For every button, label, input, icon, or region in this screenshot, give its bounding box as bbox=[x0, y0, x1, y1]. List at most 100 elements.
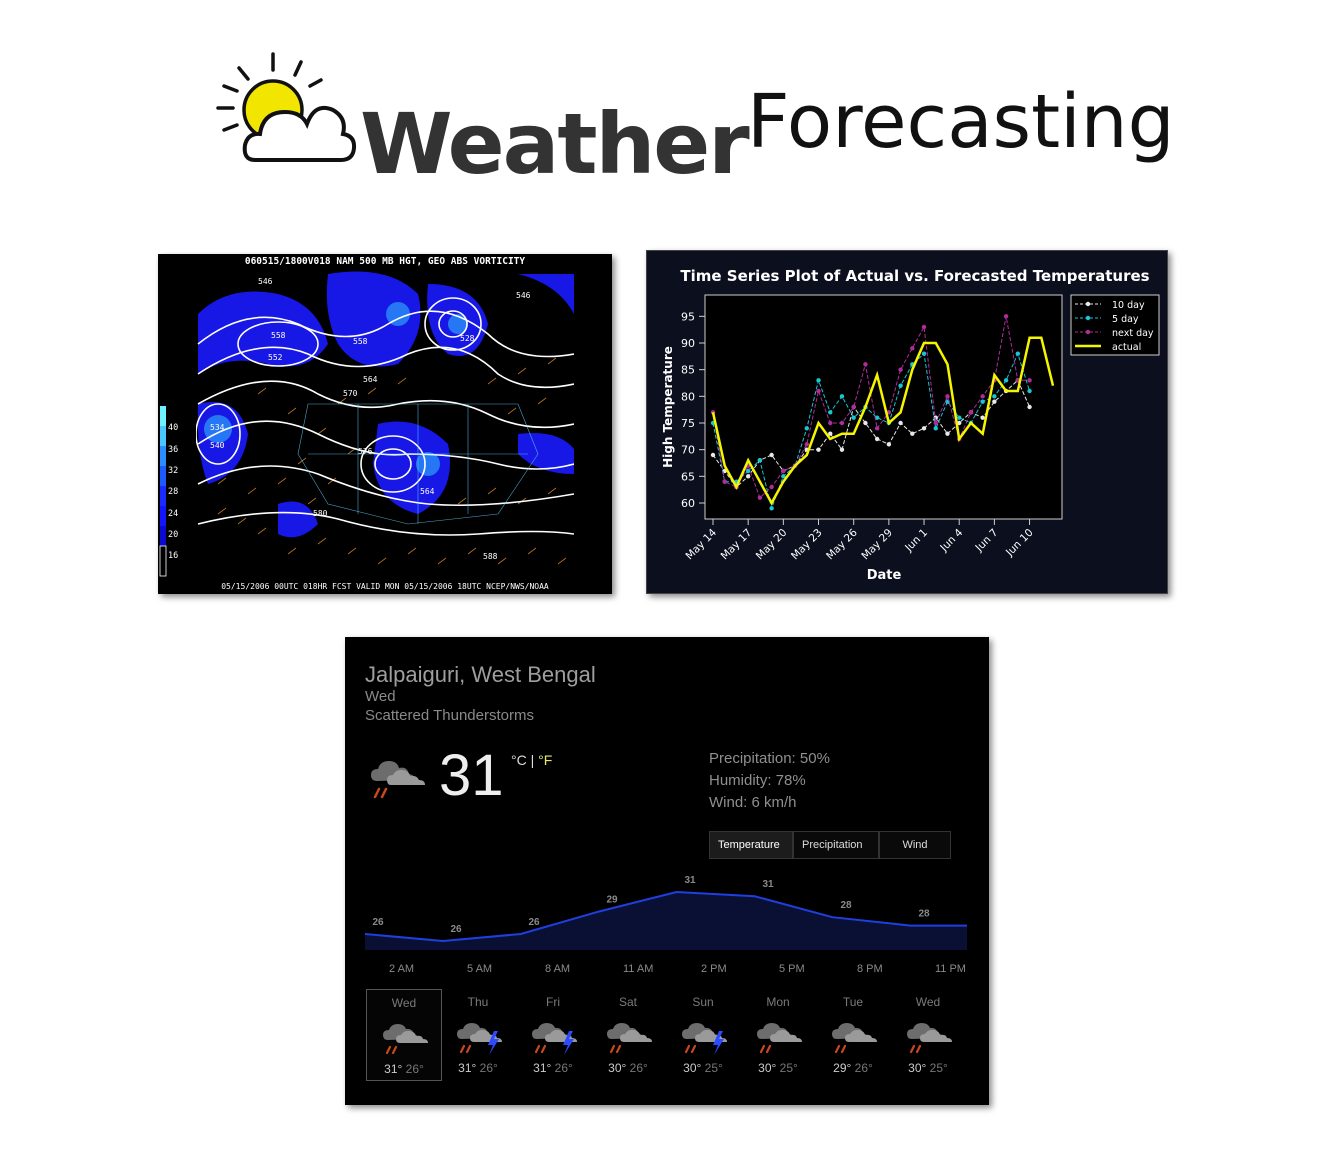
point-10-day bbox=[992, 399, 997, 404]
day-low: 25° bbox=[704, 1061, 723, 1075]
point-5-day bbox=[957, 415, 962, 420]
svg-text:546: 546 bbox=[258, 277, 273, 286]
unit-separator: | bbox=[530, 752, 535, 768]
title-forecasting: Forecasting bbox=[747, 79, 1175, 165]
day-name: Fri bbox=[546, 995, 560, 1009]
point-10-day bbox=[863, 420, 868, 426]
series-line-actual bbox=[711, 336, 1055, 506]
day-forecast-6[interactable]: Tue 29° 26° bbox=[816, 989, 890, 1079]
hourly-temp-label: 26 bbox=[450, 924, 462, 935]
point-next-day bbox=[851, 404, 856, 410]
point-next-day bbox=[722, 479, 727, 484]
x-tick-label: May 26 bbox=[824, 526, 860, 562]
point-10-day bbox=[898, 420, 903, 426]
temperature-area bbox=[365, 892, 967, 950]
point-5-day bbox=[804, 426, 809, 431]
point-next-day bbox=[968, 410, 974, 415]
series-line-5-day bbox=[712, 352, 1031, 511]
day-forecast-2[interactable]: Fri 31° 26° bbox=[516, 989, 590, 1079]
unit-toggle[interactable]: °C | °F bbox=[511, 752, 552, 768]
point-next-day bbox=[945, 394, 950, 399]
day-high: 29° bbox=[833, 1061, 852, 1075]
unit-fahrenheit[interactable]: °F bbox=[538, 752, 553, 768]
point-5-day bbox=[898, 383, 903, 388]
hour-label: 8 AM bbox=[545, 963, 571, 975]
point-10-day bbox=[1027, 404, 1032, 410]
point-5-day bbox=[769, 506, 774, 511]
point-next-day bbox=[757, 495, 763, 500]
svg-text:564: 564 bbox=[363, 375, 378, 384]
sun-cloud-icon bbox=[216, 52, 357, 162]
x-tick-label: Jun 1 bbox=[902, 527, 930, 555]
day-high: 31° bbox=[533, 1061, 552, 1075]
condition: Scattered Thunderstorms bbox=[365, 707, 534, 724]
x-tick-label: Jun 10 bbox=[1003, 527, 1036, 560]
x-tick-label: May 23 bbox=[789, 527, 825, 563]
day-name: Wed bbox=[915, 995, 941, 1009]
point-next-day bbox=[781, 468, 786, 474]
x-axis-label: Date bbox=[867, 568, 902, 583]
unit-celsius[interactable]: °C bbox=[511, 752, 527, 768]
x-tick-label: May 14 bbox=[683, 526, 719, 562]
day-low: 26° bbox=[405, 1062, 424, 1076]
svg-text:552: 552 bbox=[268, 353, 283, 362]
legend-label: next day bbox=[1112, 328, 1154, 339]
day-low: 26° bbox=[479, 1061, 498, 1075]
hour-label: 2 AM bbox=[389, 963, 415, 975]
day-temps: 29° 26° bbox=[816, 1061, 890, 1075]
tab-precipitation[interactable]: Precipitation bbox=[793, 831, 879, 859]
plot-area bbox=[704, 294, 1063, 520]
point-next-day bbox=[769, 484, 774, 490]
legend-32: 32 bbox=[168, 466, 178, 476]
rain-cloud-icon bbox=[607, 1023, 652, 1054]
day-low: 25° bbox=[929, 1061, 948, 1075]
day-forecast-7[interactable]: Wed 30° 25° bbox=[891, 989, 965, 1079]
legend-28: 28 bbox=[168, 487, 178, 497]
hourly-temp-label: 31 bbox=[684, 875, 696, 886]
day-high: 30° bbox=[608, 1061, 627, 1075]
day-forecast-5[interactable]: Mon 30° 25° bbox=[741, 989, 815, 1079]
day-forecast-4[interactable]: Sun 30° 25° bbox=[666, 989, 740, 1079]
point-10-day bbox=[921, 426, 927, 431]
hour-label: 5 PM bbox=[779, 963, 805, 975]
title-weather: Weather bbox=[360, 95, 750, 193]
map-footer: 05/15/2006 00UTC 018HR FCST VALID MON 05… bbox=[221, 582, 549, 591]
day-high: 30° bbox=[908, 1061, 927, 1075]
chart-svg: Time Series Plot of Actual vs. Forecaste… bbox=[661, 267, 1160, 583]
point-next-day bbox=[1003, 314, 1009, 319]
legend-label: 10 day bbox=[1112, 300, 1145, 311]
location: Jalpaiguri, West Bengal bbox=[365, 662, 596, 687]
hour-label: 2 PM bbox=[701, 963, 727, 975]
thunderstorm-icon bbox=[682, 1023, 727, 1055]
svg-text:570: 570 bbox=[343, 389, 358, 398]
point-10-day bbox=[910, 431, 915, 436]
hour-label: 8 PM bbox=[857, 963, 883, 975]
day-temps: 30° 25° bbox=[741, 1061, 815, 1075]
point-10-day bbox=[886, 442, 892, 447]
day-forecast-0[interactable]: Wed 31° 26° bbox=[366, 989, 442, 1081]
y-tick-label: 90 bbox=[681, 337, 695, 350]
y-tick-label: 65 bbox=[681, 470, 695, 483]
svg-text:576: 576 bbox=[358, 447, 373, 456]
legend-40: 40 bbox=[168, 423, 178, 433]
hourly-temperature-chart: 26 26 26 29 31 31 28 28 bbox=[364, 875, 967, 950]
day-forecast-1[interactable]: Thu 31° 26° bbox=[441, 989, 515, 1079]
legend-label: actual bbox=[1112, 342, 1141, 353]
point-10-day bbox=[839, 447, 845, 452]
y-tick-label: 60 bbox=[681, 497, 695, 510]
tab-wind[interactable]: Wind bbox=[879, 831, 951, 859]
tab-temperature[interactable]: Temperature bbox=[709, 831, 793, 859]
day-name: Wed bbox=[391, 996, 417, 1010]
day-name: Mon bbox=[766, 995, 790, 1009]
point-next-day bbox=[910, 346, 915, 351]
wind-stat: Wind: 6 km/h bbox=[709, 794, 797, 811]
point-5-day bbox=[816, 378, 821, 383]
series-line-next-day bbox=[712, 316, 1030, 499]
point-10-day bbox=[874, 436, 880, 442]
point-5-day bbox=[757, 458, 763, 463]
current-day: Wed bbox=[365, 688, 396, 705]
svg-text:528: 528 bbox=[460, 334, 475, 343]
hour-label: 11 AM bbox=[623, 963, 654, 975]
day-forecast-3[interactable]: Sat 30° 26° bbox=[591, 989, 665, 1079]
